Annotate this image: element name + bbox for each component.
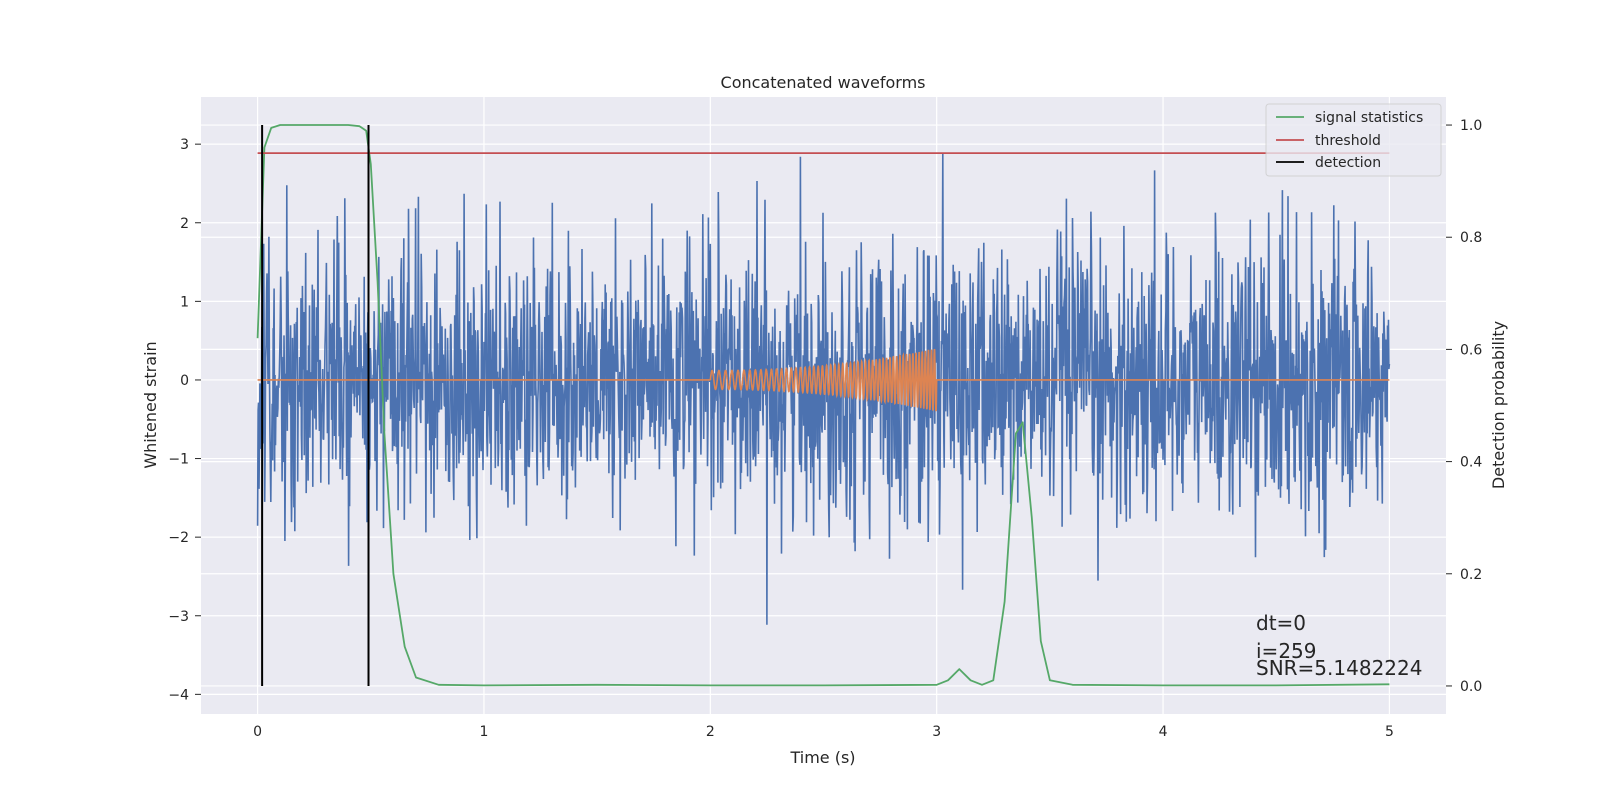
- x-tick-label: 3: [932, 724, 941, 740]
- waveform-line: [257, 348, 1390, 412]
- y2-tick-label: 0.2: [1460, 567, 1482, 583]
- statistics-line: [256, 124, 1390, 687]
- y-axis-label: Whitened strain: [141, 341, 160, 468]
- y-tick-label: −4: [168, 687, 189, 703]
- x-tick-label: 1: [479, 724, 488, 740]
- y-axis-ticks: 3 2 1 0 −1 −2 −3 −4: [168, 137, 201, 703]
- y-tick-label: 2: [180, 216, 189, 232]
- legend: signal statistics threshold detection: [1265, 103, 1442, 177]
- legend-label-statistics: signal statistics: [1315, 110, 1423, 126]
- y2-tick-label: 0.6: [1460, 342, 1482, 358]
- y2-tick-label: 0.8: [1460, 230, 1482, 246]
- x-tick-label: 2: [706, 724, 715, 740]
- x-tick-label: 5: [1385, 724, 1394, 740]
- signal-statistics-series: [256, 124, 1390, 687]
- annotation-snr: SNR=5.1482224: [1256, 656, 1422, 680]
- y2-tick-label: 0.0: [1460, 679, 1482, 695]
- x-axis-ticks: 0 1 2 3 4 5: [253, 724, 1394, 740]
- legend-box: [1265, 103, 1442, 177]
- y2-axis-ticks: 1.0 0.8 0.6 0.4 0.2 0.0: [1446, 118, 1482, 695]
- waveform-series: [257, 348, 1390, 412]
- detection-series: [261, 125, 370, 686]
- x-axis-label: Time (s): [789, 748, 855, 767]
- y-tick-label: −2: [168, 530, 189, 546]
- y-tick-label: 1: [180, 294, 189, 310]
- legend-label-threshold: threshold: [1315, 133, 1381, 149]
- y2-tick-label: 1.0: [1460, 118, 1482, 134]
- annotation-dt: dt=0: [1256, 611, 1306, 635]
- x-tick-label: 0: [253, 724, 262, 740]
- x-tick-label: 4: [1159, 724, 1168, 740]
- y-tick-label: −1: [168, 452, 189, 468]
- y2-tick-label: 0.4: [1460, 455, 1482, 471]
- y-tick-label: −3: [168, 609, 189, 625]
- y-tick-label: 3: [180, 137, 189, 153]
- noise-series: [256, 152, 1391, 625]
- y-tick-label: 0: [180, 373, 189, 389]
- annotation-index: i=259: [1256, 639, 1317, 663]
- y2-axis-label: Detection probability: [1489, 321, 1508, 489]
- legend-label-detection: detection: [1315, 155, 1381, 171]
- noise-line: [256, 152, 1391, 625]
- chart-title: Concatenated waveforms: [721, 73, 926, 92]
